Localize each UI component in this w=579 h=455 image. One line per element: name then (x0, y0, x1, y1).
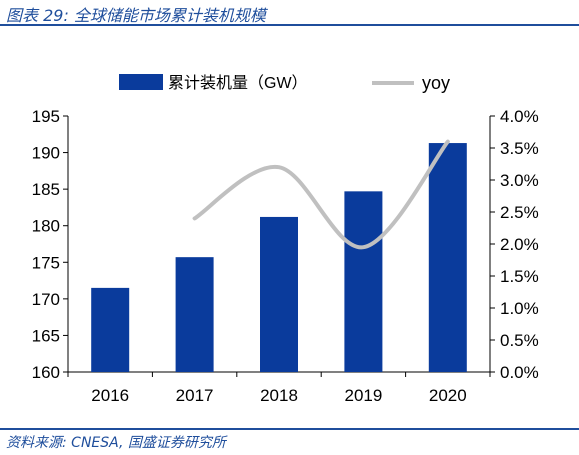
legend-bar-swatch (119, 74, 163, 90)
x-tick-label: 2018 (260, 386, 298, 405)
source-note: 资料来源: CNESA, 国盛证券研究所 (6, 435, 226, 451)
right-tick-label: 1.5% (500, 267, 539, 286)
right-tick-label: 1.0% (500, 299, 539, 318)
legend-bar-label: 累计装机量（GW） (168, 74, 308, 92)
right-tick-label: 4.0% (500, 107, 539, 126)
chart-legend: 累计装机量（GW） yoy (119, 73, 450, 93)
right-tick-label: 0.0% (500, 363, 539, 382)
right-tick-label: 3.5% (500, 139, 539, 158)
right-tick-label: 0.5% (500, 331, 539, 350)
bar (260, 216, 298, 372)
bar (175, 257, 214, 372)
right-tick-label: 2.0% (500, 235, 539, 254)
right-tick-label: 3.0% (500, 171, 539, 190)
plot-area: 160 165 170 175 180 185 190 195 0.0% 0.5% 1.0% 1.5%… (32, 107, 539, 405)
left-tick-label: 190 (32, 144, 60, 163)
right-tick-label: 2.5% (500, 203, 539, 222)
left-tick-label: 175 (32, 253, 60, 272)
left-tick-label: 170 (32, 290, 60, 309)
left-tick-label: 165 (32, 326, 60, 345)
title-rule (0, 24, 579, 26)
x-tick-label: 2019 (344, 386, 382, 405)
figure-title: 图表 29: 全球储能市场累计装机规模 (6, 6, 266, 25)
x-tick-label: 2020 (429, 386, 467, 405)
bar (91, 287, 130, 372)
legend-line-label: yoy (422, 73, 450, 93)
source-rule (0, 428, 579, 430)
bar (344, 191, 383, 372)
left-tick-label: 160 (32, 363, 60, 382)
bar (428, 143, 467, 372)
left-tick-label: 185 (32, 180, 60, 199)
yoy-line (192, 139, 450, 250)
left-tick-label: 180 (32, 217, 60, 236)
x-tick-label: 2017 (176, 386, 214, 405)
x-tick-label: 2016 (91, 386, 129, 405)
left-tick-label: 195 (32, 107, 60, 126)
